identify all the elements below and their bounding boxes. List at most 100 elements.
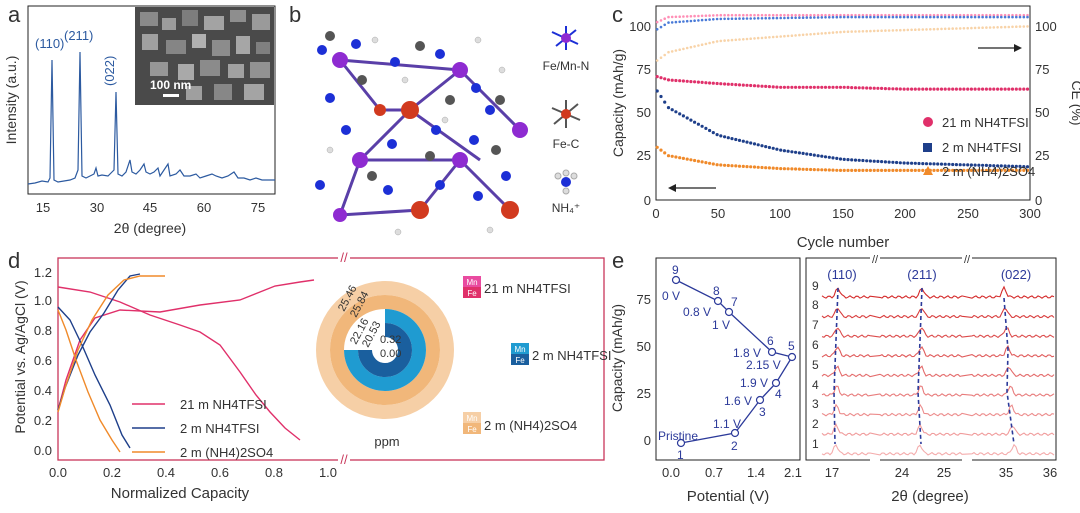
c-data-point-21-m-nh4tfsi xyxy=(1025,87,1030,91)
c-data-point-ce-2-m-nh4-2so4 xyxy=(1003,25,1007,29)
c-data-point-2-m-nh4tfsi xyxy=(663,100,667,104)
c-data-point-21-m-nh4tfsi xyxy=(820,85,824,89)
c-data-point-21-m-nh4tfsi xyxy=(895,87,899,91)
c-data-point-2-m-nh4-2so4 xyxy=(764,166,768,170)
c-data-point-ce-2-m-nh4-2so4 xyxy=(839,30,842,34)
c-data-point-ce-2-m-nh4-2so4 xyxy=(996,26,999,29)
c-data-point-ce-2-m-nh4tfsi xyxy=(734,17,738,21)
a-xtick: 75 xyxy=(251,200,265,215)
c-data-point-2-m-nh4tfsi xyxy=(805,152,809,156)
c-data-point-21-m-nh4tfsi xyxy=(674,78,678,83)
c-data-point-2-m-nh4tfsi xyxy=(782,149,787,153)
c-data-point-ce-2-m-nh4-2so4 xyxy=(798,33,801,37)
xrd-row-label: 9 xyxy=(812,279,819,293)
c-data-point-ce-2-m-nh4-2so4 xyxy=(861,30,865,33)
c-ytick-left: 75 xyxy=(637,62,651,77)
c-data-point-ce-2-m-nh4tfsi xyxy=(786,16,790,20)
c-data-point-ce-2-m-nh4tfsi xyxy=(895,15,898,19)
c-data-point-ce-21-m-nh4tfsi xyxy=(1003,13,1007,17)
axis-break-mark: // xyxy=(964,254,971,266)
c-data-point-ce-2-m-nh4tfsi xyxy=(708,18,711,21)
c-data-point-ce-2-m-nh4tfsi xyxy=(929,15,932,19)
peak-track-211 xyxy=(917,287,923,445)
legend-marker-21m xyxy=(923,117,933,127)
d-xtick: 0.0 xyxy=(49,465,67,480)
a-xtick: 60 xyxy=(197,200,211,215)
c-data-point-ce-2-m-nh4-2so4 xyxy=(760,36,764,40)
c-data-point-ce-2-m-nh4-2so4 xyxy=(1018,25,1022,28)
d-legend-21m: 21 m NH4TFSI xyxy=(180,397,267,412)
c-ytick-left: 0 xyxy=(644,193,651,208)
fe-tag: Fe xyxy=(467,289,477,298)
c-data-point-ce-2-m-nh4tfsi xyxy=(783,16,786,20)
c-data-point-ce-21-m-nh4tfsi xyxy=(985,13,988,17)
xrd-pattern-row xyxy=(821,327,1055,339)
c-data-point-ce-2-m-nh4tfsi xyxy=(842,15,846,19)
xrd-row-label: 2 xyxy=(812,417,819,431)
c-data-point-2-m-nh4-2so4 xyxy=(797,167,802,171)
c-data-point-2-m-nh4tfsi xyxy=(857,158,861,162)
c-data-point-2-m-nh4tfsi xyxy=(865,159,869,163)
c-data-point-ce-21-m-nh4tfsi xyxy=(906,13,910,17)
c-data-point-ce-2-m-nh4tfsi xyxy=(876,15,880,19)
c-data-point-ce-2-m-nh4-2so4 xyxy=(828,31,831,35)
d-ytick: 0.2 xyxy=(34,413,52,428)
c-data-point-ce-21-m-nh4tfsi xyxy=(835,13,839,17)
c-data-point-ce-2-m-nh4tfsi xyxy=(996,15,999,19)
c-data-point-ce-21-m-nh4tfsi xyxy=(951,13,954,17)
c-data-point-ce-21-m-nh4tfsi xyxy=(790,13,794,17)
c-data-point-ce-2-m-nh4-2so4 xyxy=(756,36,760,40)
c-data-point-21-m-nh4tfsi xyxy=(726,82,730,86)
c-data-point-21-m-nh4tfsi xyxy=(988,87,992,91)
c-data-point-ce-2-m-nh4tfsi xyxy=(730,17,734,21)
c-ytick-right: 0 xyxy=(1035,193,1042,208)
c-xtick: 200 xyxy=(894,206,916,221)
c-data-point-2-m-nh4-2so4 xyxy=(872,168,876,172)
d-xtick: 0.2 xyxy=(103,465,121,480)
c-data-point-2-m-nh4tfsi xyxy=(659,94,663,99)
donut-legend-so4: 2 m (NH4)2SO4 xyxy=(484,418,577,433)
c-data-point-2-m-nh4-2so4 xyxy=(1010,168,1015,172)
c-data-point-2-m-nh4tfsi xyxy=(951,162,955,167)
xrd-pattern-row xyxy=(821,403,1055,417)
c-data-point-2-m-nh4-2so4 xyxy=(939,168,944,172)
c-data-point-2-m-nh4tfsi xyxy=(708,128,712,133)
c-data-point-2-m-nh4-2so4 xyxy=(775,166,779,170)
c-data-point-2-m-nh4tfsi xyxy=(693,120,697,124)
c-data-point-ce-2-m-nh4tfsi xyxy=(790,16,794,20)
c-data-point-ce-21-m-nh4tfsi xyxy=(947,13,951,17)
c-data-point-ce-2-m-nh4tfsi xyxy=(899,15,902,19)
panel-b: b xyxy=(289,2,589,236)
mn-tag: Mn xyxy=(466,278,477,287)
c-data-point-2-m-nh4tfsi xyxy=(913,161,917,165)
c-data-point-2-m-nh4tfsi xyxy=(872,159,876,163)
c-data-point-2-m-nh4tfsi xyxy=(1022,165,1026,169)
state-point xyxy=(755,395,765,405)
c-data-point-21-m-nh4tfsi xyxy=(842,85,846,89)
peak-label-211: (211) xyxy=(64,28,93,43)
curve-so4-discharge xyxy=(57,275,165,413)
d-ytick: 0.4 xyxy=(34,383,52,398)
c-data-point-2-m-nh4-2so4 xyxy=(1014,168,1018,172)
c-data-point-2-m-nh4tfsi xyxy=(681,114,686,118)
donut-value: 0.00 xyxy=(380,348,401,360)
c-data-point-21-m-nh4tfsi xyxy=(865,86,869,90)
c-data-point-2-m-nh4-2so4 xyxy=(674,155,678,159)
panel-d: d // // Potential vs. Ag/AgCl (V) 0.0 0.… xyxy=(8,248,611,502)
d-ytick: 1.2 xyxy=(34,265,52,280)
c-data-point-21-m-nh4tfsi xyxy=(868,86,873,90)
c-data-point-2-m-nh4-2so4 xyxy=(805,167,809,171)
c-data-point-ce-2-m-nh4-2so4 xyxy=(988,26,992,29)
c-data-point-ce-2-m-nh4-2so4 xyxy=(753,37,756,40)
c-data-point-21-m-nh4tfsi xyxy=(838,85,843,89)
c-data-point-ce-2-m-nh4-2so4 xyxy=(966,26,969,30)
xrd-pattern-row xyxy=(821,365,1055,378)
c-data-point-2-m-nh4tfsi xyxy=(674,110,678,114)
c-data-point-21-m-nh4tfsi xyxy=(827,85,831,89)
c-data-point-ce-2-m-nh4-2so4 xyxy=(1022,25,1026,28)
c-data-point-2-m-nh4-2so4 xyxy=(932,168,936,172)
c-data-point-2-m-nh4-2so4 xyxy=(921,168,925,172)
c-data-point-21-m-nh4tfsi xyxy=(850,86,854,90)
c-data-point-2-m-nh4tfsi xyxy=(715,133,719,137)
c-data-point-ce-21-m-nh4tfsi xyxy=(895,13,898,17)
